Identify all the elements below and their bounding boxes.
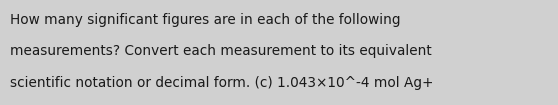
Text: How many significant figures are in each of the following: How many significant figures are in each…: [10, 13, 401, 27]
Text: scientific notation or decimal form. (c) 1.043×10^-4 mol Ag+: scientific notation or decimal form. (c)…: [10, 76, 434, 90]
Text: measurements? Convert each measurement to its equivalent: measurements? Convert each measurement t…: [10, 44, 432, 58]
